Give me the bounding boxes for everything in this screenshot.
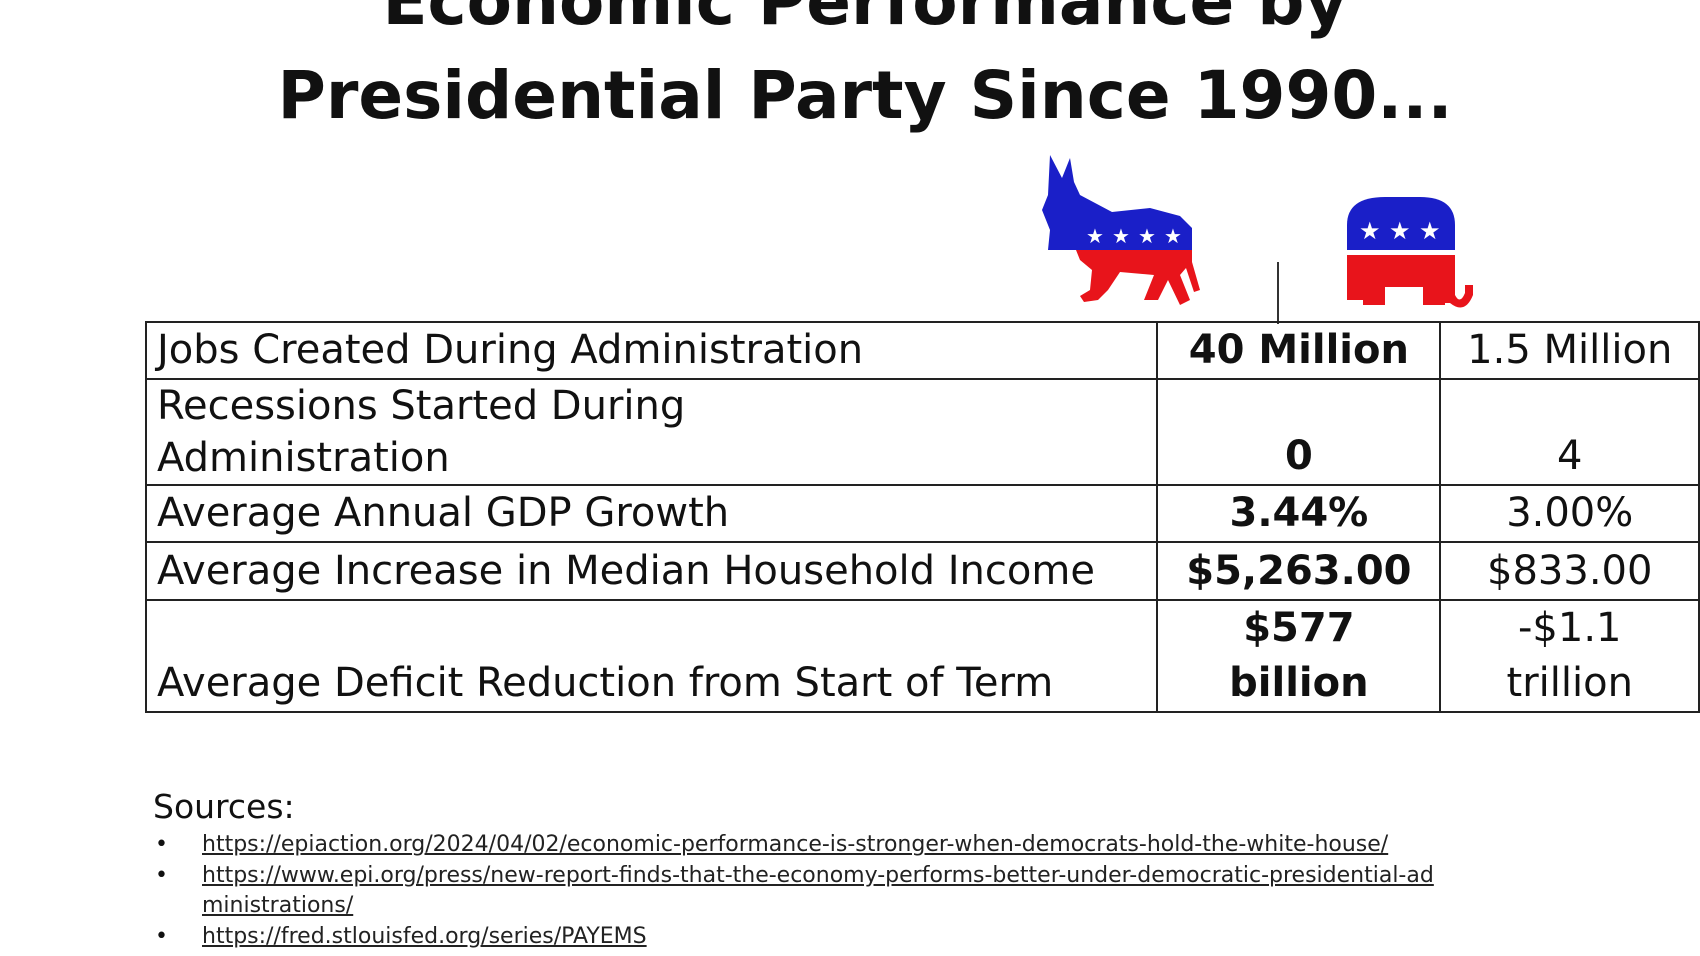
svg-text:★: ★ xyxy=(1359,217,1381,245)
democratic-value: $577 billion xyxy=(1156,599,1442,713)
democratic-value: $5,263.00 xyxy=(1156,541,1442,601)
svg-text:★: ★ xyxy=(1389,217,1411,245)
republican-value: 4 xyxy=(1439,378,1700,486)
republican-value: 3.00% xyxy=(1439,484,1700,543)
row-label: Recessions Started During Administration xyxy=(144,378,1159,486)
column-divider xyxy=(1277,262,1279,324)
row-label: Average Annual GDP Growth xyxy=(144,484,1159,543)
republican-value: 1.5 Million xyxy=(1439,321,1700,380)
table-row: Jobs Created During Administration 40 Mi… xyxy=(144,321,1700,380)
svg-text:★: ★ xyxy=(1112,224,1130,248)
table-row: Average Deficit Reduction from Start of … xyxy=(144,599,1700,713)
svg-text:★: ★ xyxy=(1164,224,1182,248)
svg-text:★: ★ xyxy=(1419,217,1441,245)
comparison-table: Jobs Created During Administration 40 Mi… xyxy=(144,321,1700,713)
table-row: Recessions Started During Administration… xyxy=(144,378,1700,486)
row-label: Average Increase in Median Household Inc… xyxy=(144,541,1159,601)
republican-value: -$1.1 trillion xyxy=(1439,599,1700,713)
republican-value: $833.00 xyxy=(1439,541,1700,601)
list-item: https://fred.stlouisfed.org/series/PAYEM… xyxy=(155,922,1455,952)
democratic-value: 40 Million xyxy=(1156,321,1442,380)
list-item: https://epiaction.org/2024/04/02/economi… xyxy=(155,830,1455,860)
democratic-value: 3.44% xyxy=(1156,484,1442,543)
democratic-value: 0 xyxy=(1156,378,1442,486)
row-label: Jobs Created During Administration xyxy=(144,321,1159,380)
title-line-1: Economic Performance by xyxy=(382,0,1348,40)
table-row: Average Annual GDP Growth 3.44% 3.00% xyxy=(144,484,1700,543)
sources-list: https://epiaction.org/2024/04/02/economi… xyxy=(155,830,1455,953)
svg-text:★: ★ xyxy=(1086,224,1104,248)
source-link[interactable]: https://fred.stlouisfed.org/series/PAYEM… xyxy=(202,924,647,949)
title-line-2: Presidential Party Since 1990... xyxy=(277,57,1453,134)
democratic-donkey-icon: ★ ★ ★ ★ xyxy=(1042,155,1200,305)
list-item: https://www.epi.org/press/new-report-fin… xyxy=(155,861,1455,921)
republican-elephant-icon: ★ ★ ★ xyxy=(1347,197,1473,308)
source-link[interactable]: https://epiaction.org/2024/04/02/economi… xyxy=(202,832,1389,857)
sources-label: Sources: xyxy=(153,787,295,826)
table-row: Average Increase in Median Household Inc… xyxy=(144,541,1700,601)
svg-text:★: ★ xyxy=(1138,224,1156,248)
source-link[interactable]: https://www.epi.org/press/new-report-fin… xyxy=(202,863,1434,918)
row-label: Average Deficit Reduction from Start of … xyxy=(144,599,1159,713)
